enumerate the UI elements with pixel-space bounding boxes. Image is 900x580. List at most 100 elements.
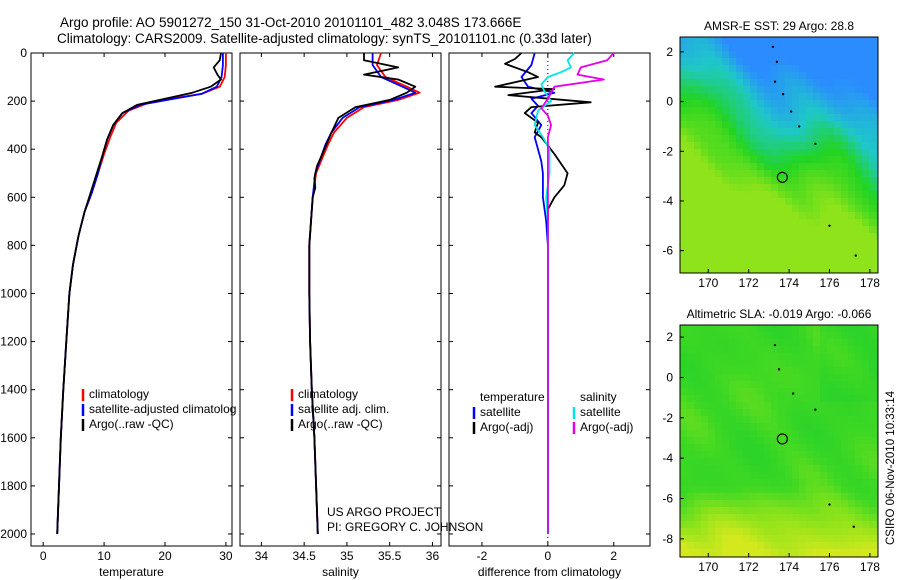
amsre-raster-cell [820, 156, 828, 164]
amsre-raster-cell [855, 86, 863, 94]
amsre-raster-cell [827, 79, 835, 87]
altimetric-raster-cell [708, 332, 716, 340]
amsre-raster-cell [736, 93, 744, 101]
amsre-raster-cell [708, 268, 716, 274]
amsre-raster-cell [820, 149, 828, 157]
altimetric-raster-cell [729, 535, 737, 543]
amsre-raster-cell [834, 212, 842, 220]
altimetric-raster-cell [680, 360, 688, 368]
amsre-raster-cell [680, 191, 688, 199]
amsre-raster-cell [834, 86, 842, 94]
altimetric-raster-cell [855, 360, 863, 368]
amsre-raster-cell [736, 233, 744, 241]
altimetric-raster-cell [834, 416, 842, 424]
amsre-raster-cell [750, 191, 758, 199]
amsre-raster-cell [862, 65, 870, 73]
amsre-raster-cell [876, 65, 879, 73]
altimetric-raster-cell [869, 423, 877, 431]
amsre-raster-cell [715, 149, 723, 157]
altimetric-raster-cell [792, 360, 800, 368]
amsre-raster-cell [806, 261, 814, 269]
altimetric-raster-cell [876, 395, 879, 403]
altimetric-raster-cell [743, 500, 751, 508]
altimetric-raster-cell [799, 423, 807, 431]
altimetric-raster-cell [680, 381, 688, 389]
amsre-raster-cell [806, 86, 814, 94]
amsre-raster-cell [680, 114, 688, 122]
altimetric-raster-cell [813, 535, 821, 543]
amsre-raster-cell [701, 65, 709, 73]
amsre-raster-cell [778, 240, 786, 248]
amsre-raster-cell [848, 100, 856, 108]
amsre-raster-cell [869, 156, 877, 164]
altimetric-raster-cell [806, 423, 814, 431]
amsre-raster-cell [764, 156, 772, 164]
altimetric-raster-cell [729, 458, 737, 466]
altimetric-raster-cell [862, 458, 870, 466]
altimetric-raster-cell [729, 423, 737, 431]
altimetric-raster-cell [757, 535, 765, 543]
amsre-raster-cell [869, 86, 877, 94]
altimetric-raster-cell [792, 402, 800, 410]
amsre-raster-cell [764, 184, 772, 192]
altimetric-raster-cell [715, 374, 723, 382]
amsre-raster-cell [806, 142, 814, 150]
altimetric-raster-cell [680, 416, 688, 424]
amsre-raster-cell [820, 184, 828, 192]
altimetric-raster-cell [764, 374, 772, 382]
amsre-raster-cell [757, 156, 765, 164]
temperature-axes-frame [30, 52, 233, 547]
altimetric-raster-cell [792, 339, 800, 347]
amsre-raster-cell [743, 219, 751, 227]
altimetric-raster-cell [785, 493, 793, 501]
amsre-raster-cell [757, 268, 765, 274]
amsre-raster-cell [834, 191, 842, 199]
altimetric-raster-cell [785, 535, 793, 543]
amsre-raster-cell [841, 51, 849, 59]
altimetric-raster-cell [848, 402, 856, 410]
altimetric-raster-cell [778, 521, 786, 529]
amsre-raster-cell [799, 72, 807, 80]
depth-tick-label: 600 [7, 190, 27, 204]
amsre-raster-cell [708, 93, 716, 101]
amsre-raster-cell [834, 100, 842, 108]
amsre-raster-cell [687, 247, 695, 255]
altimetric-raster-cell [708, 521, 716, 529]
amsre-raster-cell [708, 135, 716, 143]
amsre-raster-cell [750, 212, 758, 220]
amsre-raster-cell [799, 37, 807, 45]
amsre-raster-cell [834, 114, 842, 122]
altimetric-raster-cell [799, 332, 807, 340]
altimetric-raster-cell [813, 374, 821, 382]
altimetric-raster-cell [680, 402, 688, 410]
amsre-raster-cell [855, 170, 863, 178]
altimetric-raster-cell [736, 549, 744, 557]
amsre-raster-cell [715, 261, 723, 269]
amsre-raster-cell [736, 100, 744, 108]
amsre-raster-cell [771, 37, 779, 45]
amsre-raster-cell [848, 128, 856, 136]
altimetric-raster-cell [687, 486, 695, 494]
altimetric-raster-cell [855, 507, 863, 515]
amsre-raster-cell [687, 51, 695, 59]
amsre-raster-cell [799, 65, 807, 73]
altimetric-raster-cell [813, 521, 821, 529]
altimetric-raster-cell [785, 423, 793, 431]
altimetric-raster-cell [820, 416, 828, 424]
altimetric-raster-cell [729, 360, 737, 368]
amsre-raster-cell [736, 149, 744, 157]
altimetric-raster-cell [806, 493, 814, 501]
altimetric-raster-cell [841, 346, 849, 354]
amsre-raster-cell [841, 114, 849, 122]
amsre-raster-cell [757, 37, 765, 45]
altimetric-raster-cell [750, 465, 758, 473]
altimetric-raster-cell [813, 479, 821, 487]
altimetric-raster-cell [680, 346, 688, 354]
amsre-raster-cell [771, 114, 779, 122]
amsre-raster-cell [862, 72, 870, 80]
altimetric-raster-cell [778, 325, 786, 333]
altimetric-raster-cell [827, 479, 835, 487]
amsre-raster-cell [750, 156, 758, 164]
amsre-raster-cell [820, 142, 828, 150]
amsre-raster-cell [708, 219, 716, 227]
